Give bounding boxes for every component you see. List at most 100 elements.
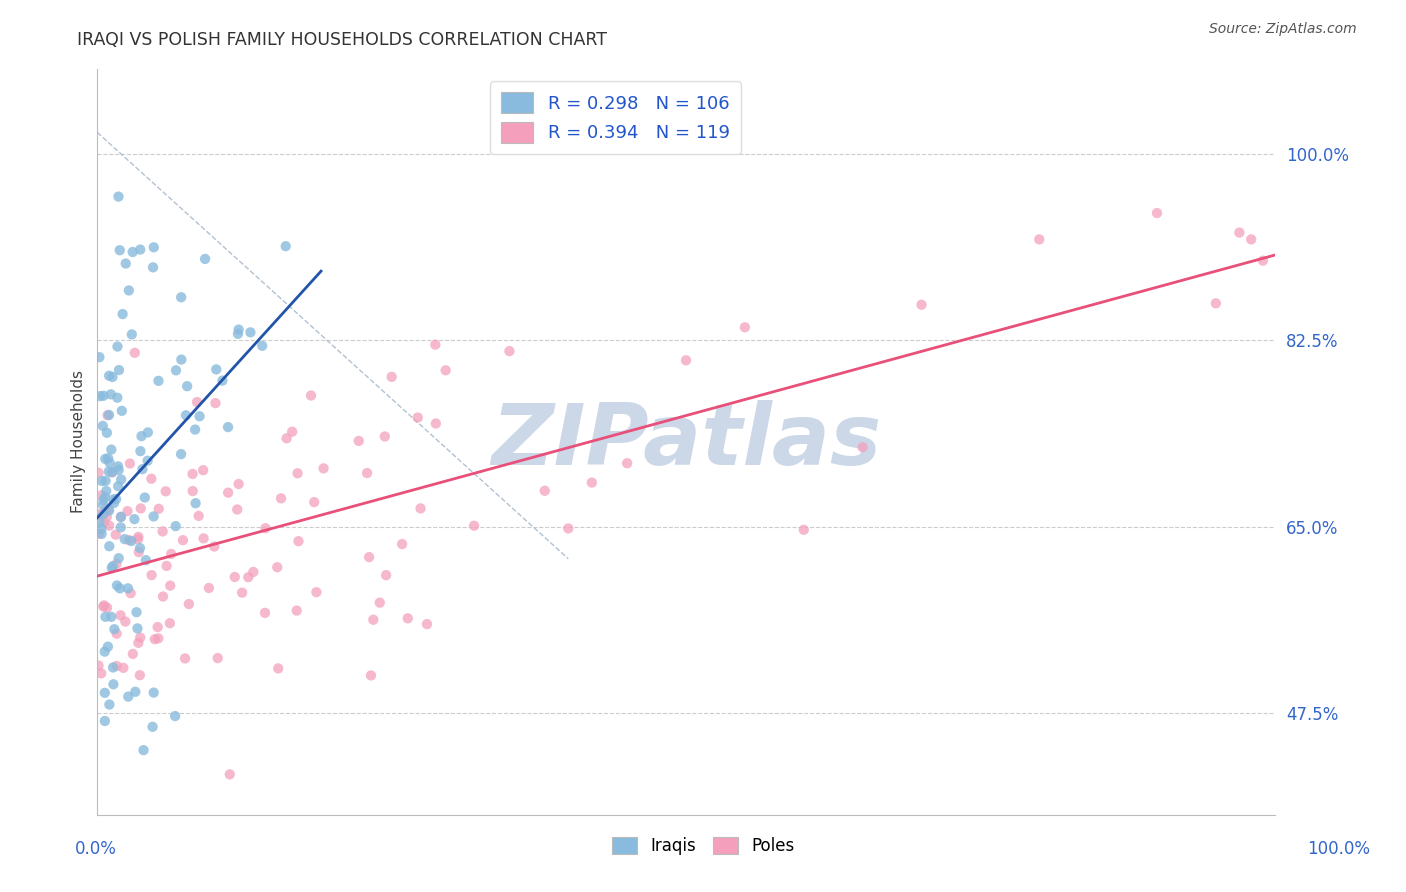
Legend: Iraqis, Poles: Iraqis, Poles — [605, 830, 801, 862]
Point — [734, 320, 756, 334]
Point — [97, 451, 120, 466]
Point — [101, 465, 124, 479]
Point — [107, 459, 129, 474]
Point — [108, 582, 131, 596]
Point — [793, 523, 815, 537]
Point — [127, 530, 149, 544]
Point — [108, 243, 131, 257]
Point — [374, 429, 396, 443]
Point — [87, 507, 110, 521]
Point — [124, 512, 146, 526]
Point — [101, 559, 124, 574]
Point — [98, 698, 121, 712]
Point — [368, 596, 391, 610]
Point — [129, 501, 152, 516]
Point — [141, 568, 163, 582]
Point — [224, 570, 246, 584]
Point — [312, 461, 335, 475]
Point — [191, 463, 214, 477]
Point — [90, 527, 112, 541]
Point — [170, 447, 193, 461]
Point — [242, 565, 264, 579]
Point — [1227, 226, 1250, 240]
Point — [253, 606, 276, 620]
Point — [226, 326, 249, 341]
Point — [170, 352, 193, 367]
Point — [107, 479, 129, 493]
Point — [94, 610, 117, 624]
Point — [118, 533, 141, 548]
Point — [498, 344, 520, 359]
Point — [110, 510, 132, 524]
Point — [217, 485, 239, 500]
Text: Source: ZipAtlas.com: Source: ZipAtlas.com — [1209, 22, 1357, 37]
Text: ZIPatlas: ZIPatlas — [491, 400, 882, 483]
Point — [302, 495, 325, 509]
Point — [118, 284, 141, 298]
Point — [160, 547, 183, 561]
Point — [129, 243, 152, 257]
Point — [202, 540, 225, 554]
Point — [226, 502, 249, 516]
Point — [87, 526, 110, 541]
Point — [107, 463, 129, 477]
Point — [105, 391, 128, 405]
Point — [148, 632, 170, 646]
Point — [852, 440, 875, 454]
Point — [132, 743, 155, 757]
Point — [129, 444, 152, 458]
Point — [155, 558, 177, 573]
Point — [110, 472, 132, 486]
Point — [187, 508, 209, 523]
Legend: R = 0.298   N = 106, R = 0.394   N = 119: R = 0.298 N = 106, R = 0.394 N = 119 — [491, 81, 741, 153]
Point — [239, 326, 262, 340]
Point — [121, 647, 143, 661]
Point — [93, 389, 115, 403]
Point — [98, 518, 121, 533]
Point — [103, 677, 125, 691]
Point — [125, 605, 148, 619]
Point — [616, 456, 638, 470]
Point — [103, 492, 125, 507]
Point — [143, 632, 166, 647]
Point — [146, 620, 169, 634]
Point — [176, 379, 198, 393]
Point — [148, 501, 170, 516]
Point — [110, 509, 132, 524]
Point — [217, 420, 239, 434]
Point — [91, 418, 114, 433]
Point — [98, 456, 121, 470]
Point — [375, 568, 398, 582]
Point — [281, 425, 304, 439]
Point — [128, 545, 150, 559]
Point — [165, 709, 187, 723]
Point — [104, 527, 127, 541]
Point — [117, 504, 139, 518]
Point — [129, 631, 152, 645]
Point — [250, 339, 273, 353]
Point — [94, 503, 117, 517]
Point — [142, 509, 165, 524]
Point — [120, 586, 142, 600]
Point — [103, 622, 125, 636]
Point — [194, 252, 217, 266]
Point — [100, 561, 122, 575]
Point — [96, 600, 118, 615]
Point — [267, 661, 290, 675]
Point — [416, 617, 439, 632]
Point — [101, 660, 124, 674]
Point — [127, 636, 149, 650]
Point — [110, 608, 132, 623]
Point — [96, 509, 118, 524]
Point — [97, 465, 120, 479]
Point — [287, 534, 309, 549]
Point — [97, 502, 120, 516]
Point — [135, 553, 157, 567]
Point — [218, 767, 240, 781]
Point — [90, 488, 112, 502]
Point — [98, 539, 121, 553]
Point — [141, 472, 163, 486]
Point — [105, 578, 128, 592]
Point — [107, 189, 129, 203]
Point — [142, 240, 165, 254]
